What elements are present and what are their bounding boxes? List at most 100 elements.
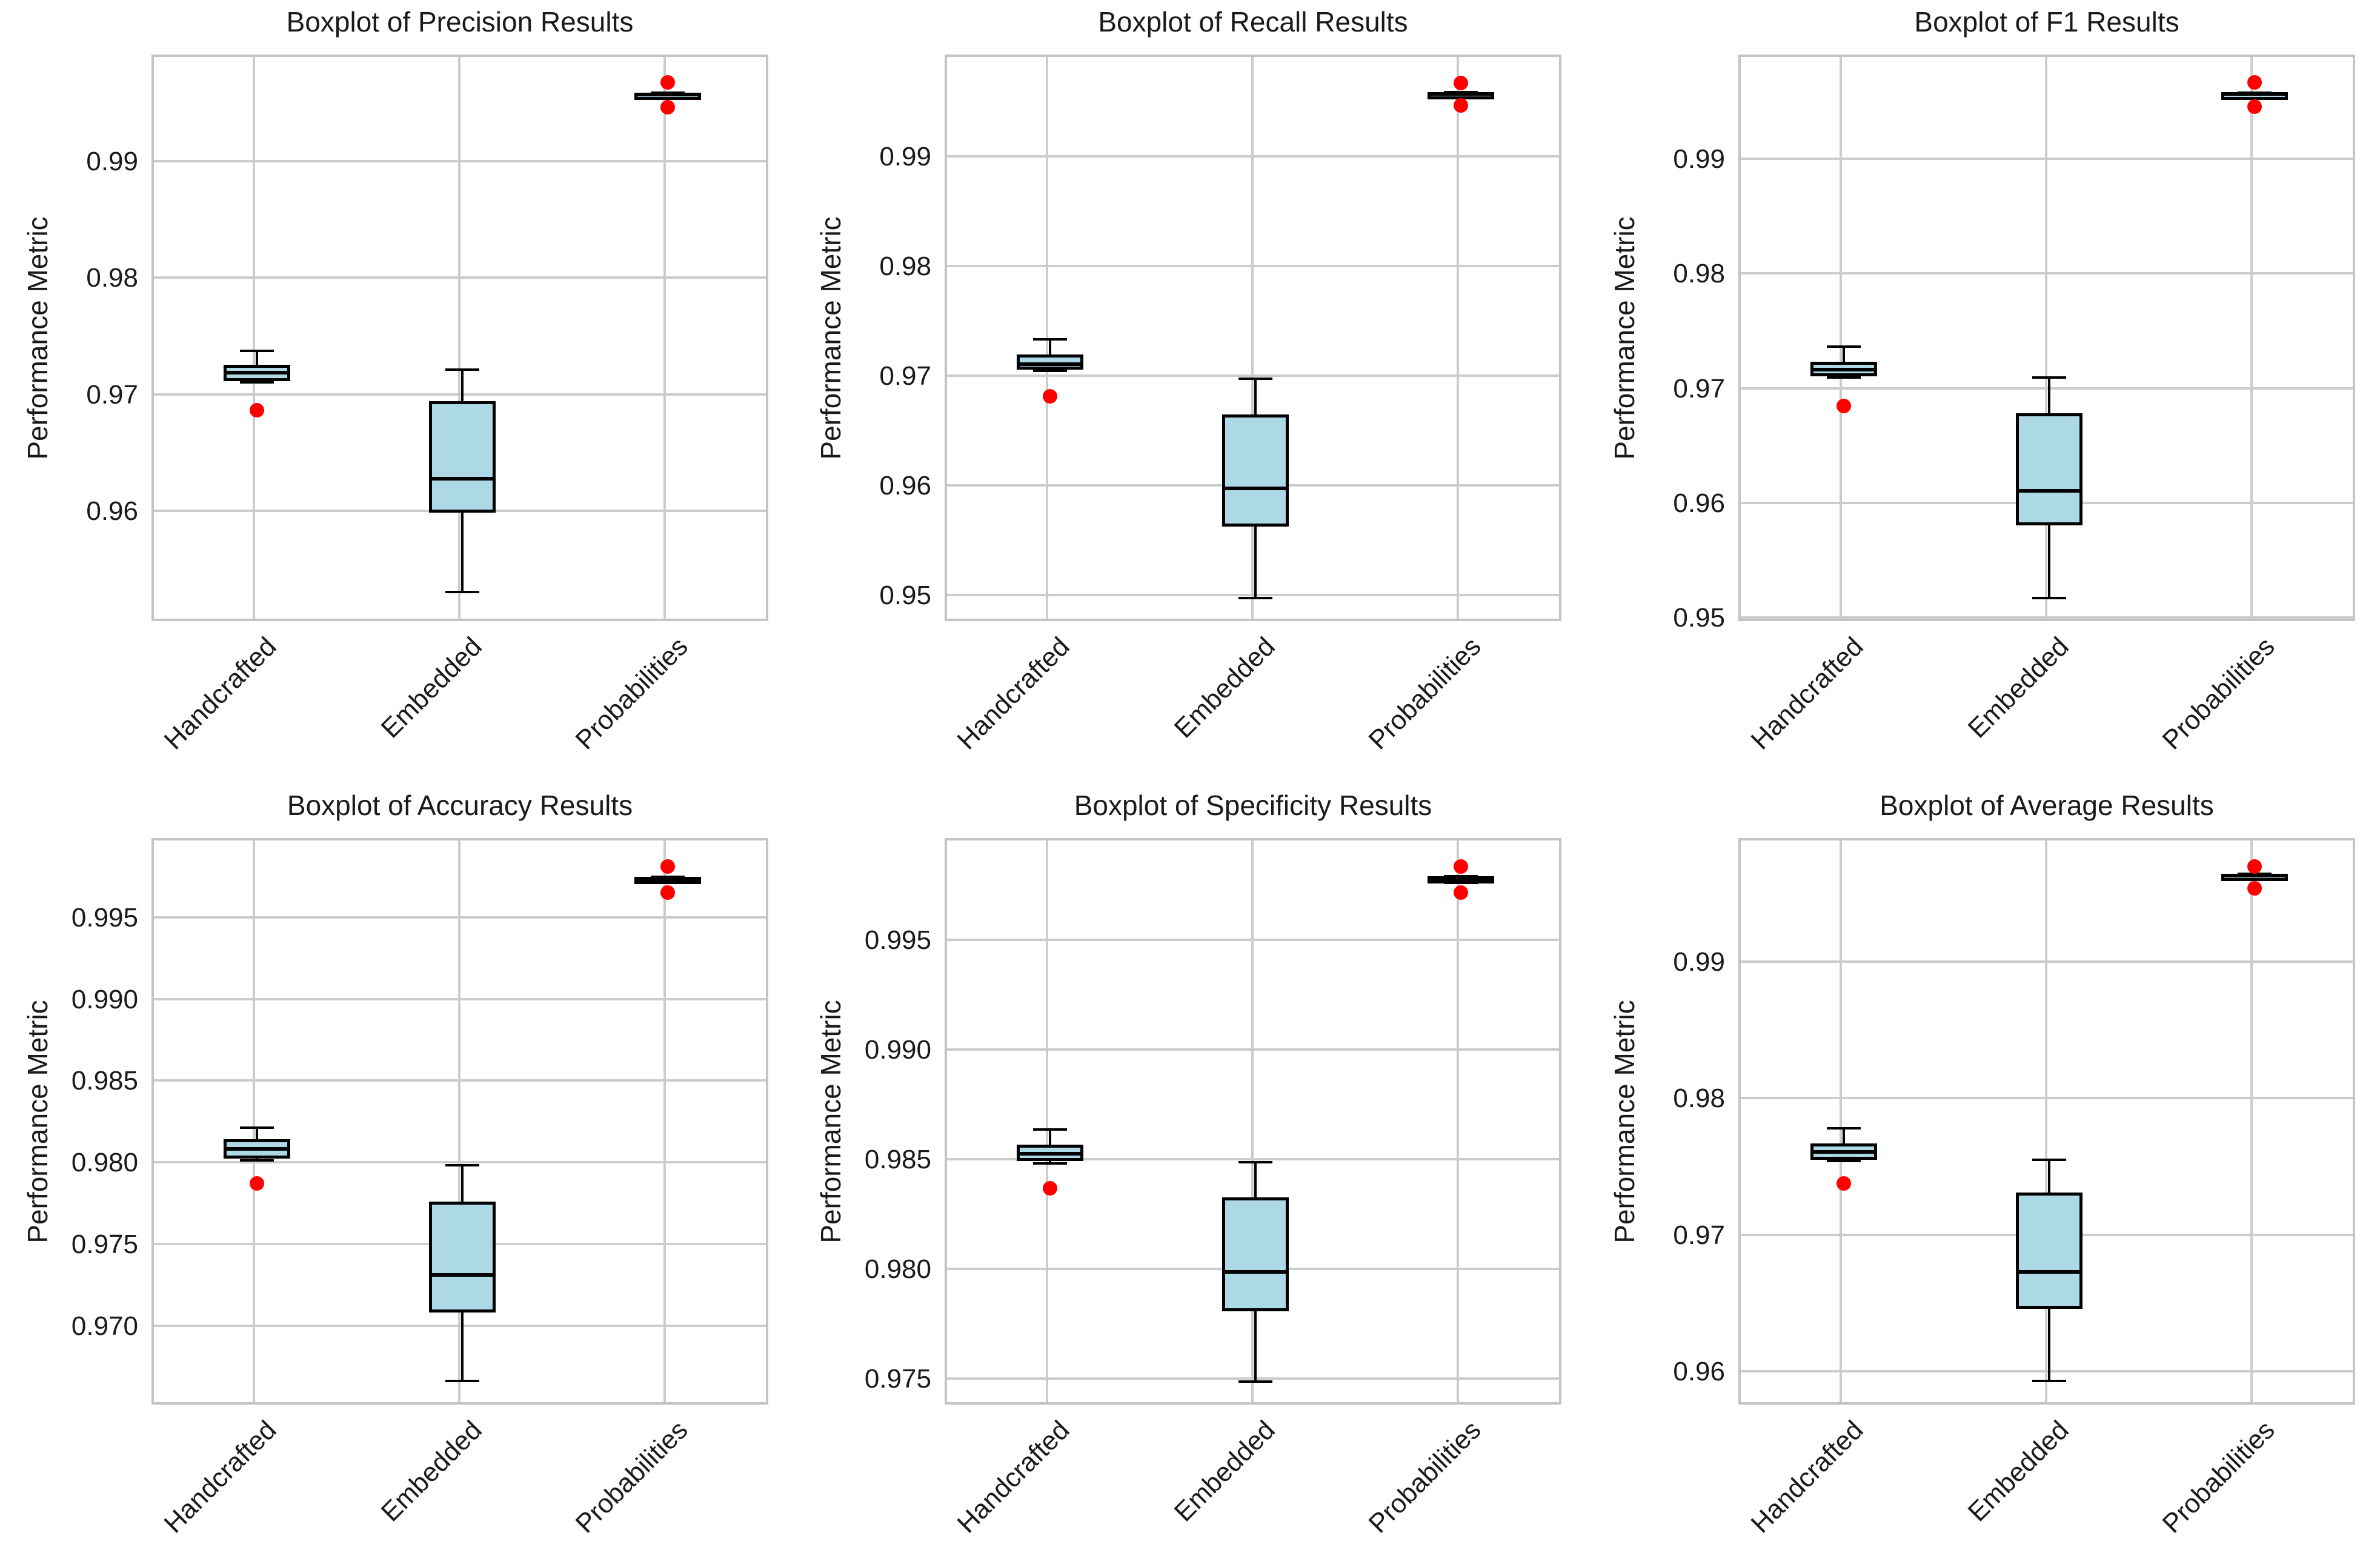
- subplot-title: Boxplot of Recall Results: [1098, 6, 1408, 38]
- x-category-label: Handcrafted: [1745, 1415, 1869, 1539]
- outlier-point: [660, 75, 676, 90]
- plot-area: [151, 55, 768, 621]
- gridline-vertical: [252, 840, 255, 1402]
- y-tick-label: 0.96: [1673, 1357, 1725, 1387]
- y-tick-label: 0.97: [1673, 373, 1725, 404]
- subplot-specificity: Boxplot of Specificity Results Performan…: [793, 784, 1586, 1567]
- whisker-cap-lower: [239, 1159, 274, 1162]
- y-tick-label: 0.95: [1673, 603, 1725, 633]
- median-line: [1428, 91, 1495, 96]
- whisker-upper: [461, 369, 464, 401]
- y-tick-label: 0.98: [1673, 1083, 1725, 1114]
- subplot-accuracy: Boxplot of Accuracy Results Performance …: [0, 784, 793, 1567]
- y-tick-label: 0.98: [86, 263, 138, 293]
- outlier-point: [249, 1176, 264, 1191]
- whisker-cap-lower: [1238, 596, 1272, 599]
- whisker-cap-upper: [445, 368, 479, 371]
- gridline-vertical: [1251, 57, 1254, 619]
- whisker-cap-lower: [1238, 1380, 1272, 1383]
- whisker-upper: [1842, 1128, 1845, 1144]
- x-category-label: Probabilities: [570, 1415, 694, 1539]
- whisker-cap-lower: [2032, 1380, 2066, 1383]
- box-embedded: [2016, 413, 2082, 526]
- x-category-label: Embedded: [375, 1415, 488, 1528]
- whisker-lower: [1254, 526, 1257, 598]
- y-tick-label: 0.995: [864, 925, 931, 956]
- outlier-point: [660, 99, 676, 115]
- y-tick-label: 0.99: [1673, 144, 1725, 175]
- whisker-upper: [461, 1165, 464, 1202]
- x-category-label: Probabilities: [1363, 1415, 1487, 1539]
- gridline-vertical: [2045, 57, 2047, 619]
- gridline-vertical: [663, 57, 666, 619]
- x-category-label: Handcrafted: [158, 1415, 282, 1539]
- y-tick-label: 0.985: [71, 1066, 138, 1096]
- box-embedded: [1222, 414, 1289, 527]
- whisker-upper: [2048, 1160, 2050, 1193]
- box-embedded: [429, 1201, 496, 1313]
- whisker-upper: [2048, 378, 2050, 413]
- x-category-label: Handcrafted: [951, 631, 1075, 756]
- whisker-upper: [255, 1128, 258, 1140]
- gridline-vertical: [458, 840, 460, 1402]
- whisker-cap-lower: [239, 381, 274, 384]
- y-tick-label: 0.995: [71, 902, 138, 933]
- y-tick-label: 0.99: [86, 146, 138, 176]
- median-line: [1810, 1149, 1877, 1154]
- outlier-point: [1454, 885, 1469, 900]
- median-line: [1016, 1151, 1083, 1156]
- median-line: [429, 1273, 496, 1277]
- subplot-title: Boxplot of Average Results: [1880, 790, 2214, 821]
- x-category-label: Embedded: [1962, 631, 2075, 744]
- box-handcrafted: [1016, 354, 1083, 370]
- subplot-title: Boxplot of Specificity Results: [1074, 790, 1432, 821]
- x-category-label: Handcrafted: [951, 1415, 1075, 1539]
- gridline-vertical: [1839, 57, 1842, 619]
- whisker-cap-upper: [1238, 377, 1272, 380]
- whisker-upper: [1842, 346, 1845, 362]
- gridline-vertical: [1457, 840, 1460, 1402]
- y-axis-label: Performance Metric: [1609, 216, 1640, 460]
- x-category-label: Probabilities: [2156, 631, 2281, 756]
- y-tick-label: 0.96: [879, 470, 931, 501]
- whisker-cap-lower: [1032, 370, 1067, 373]
- y-tick-label: 0.985: [864, 1144, 931, 1174]
- whisker-upper: [1048, 1129, 1051, 1145]
- x-category-label: Embedded: [375, 631, 488, 744]
- median-line: [2016, 489, 2082, 493]
- gridline-vertical: [2045, 840, 2047, 1402]
- outlier-point: [1836, 1176, 1851, 1191]
- y-axis-label: Performance Metric: [22, 999, 53, 1243]
- box-embedded: [2016, 1193, 2082, 1309]
- gridline-vertical: [1457, 57, 1460, 619]
- median-line: [223, 371, 290, 375]
- whisker-cap-lower: [445, 1380, 479, 1383]
- median-line: [2016, 1270, 2082, 1274]
- subplot-precision: Boxplot of Precision Results Performance…: [0, 0, 793, 784]
- gridline-vertical: [1045, 840, 1048, 1402]
- whisker-cap-upper: [1032, 1128, 1067, 1131]
- gridline-vertical: [1839, 840, 1842, 1402]
- median-line: [1810, 367, 1877, 371]
- y-tick-label: 0.990: [71, 984, 138, 1014]
- plot-area: [945, 55, 1561, 621]
- median-line: [1016, 362, 1083, 367]
- outlier-point: [2247, 75, 2262, 90]
- gridline-vertical: [1251, 840, 1254, 1402]
- whisker-cap-upper: [2032, 1159, 2066, 1162]
- whisker-cap-upper: [445, 1164, 479, 1167]
- whisker-cap-lower: [1032, 1162, 1067, 1165]
- whisker-cap-lower: [445, 591, 479, 594]
- y-tick-label: 0.98: [879, 251, 931, 281]
- outlier-point: [1836, 399, 1851, 414]
- outlier-point: [1042, 1181, 1057, 1196]
- outlier-point: [660, 859, 676, 874]
- x-category-label: Handcrafted: [158, 631, 282, 756]
- x-category-label: Probabilities: [2156, 1415, 2281, 1539]
- y-tick-label: 0.97: [1673, 1220, 1725, 1250]
- median-line: [1222, 486, 1289, 490]
- y-tick-label: 0.975: [864, 1363, 931, 1394]
- whisker-lower: [1254, 1311, 1257, 1382]
- outlier-point: [1454, 859, 1469, 874]
